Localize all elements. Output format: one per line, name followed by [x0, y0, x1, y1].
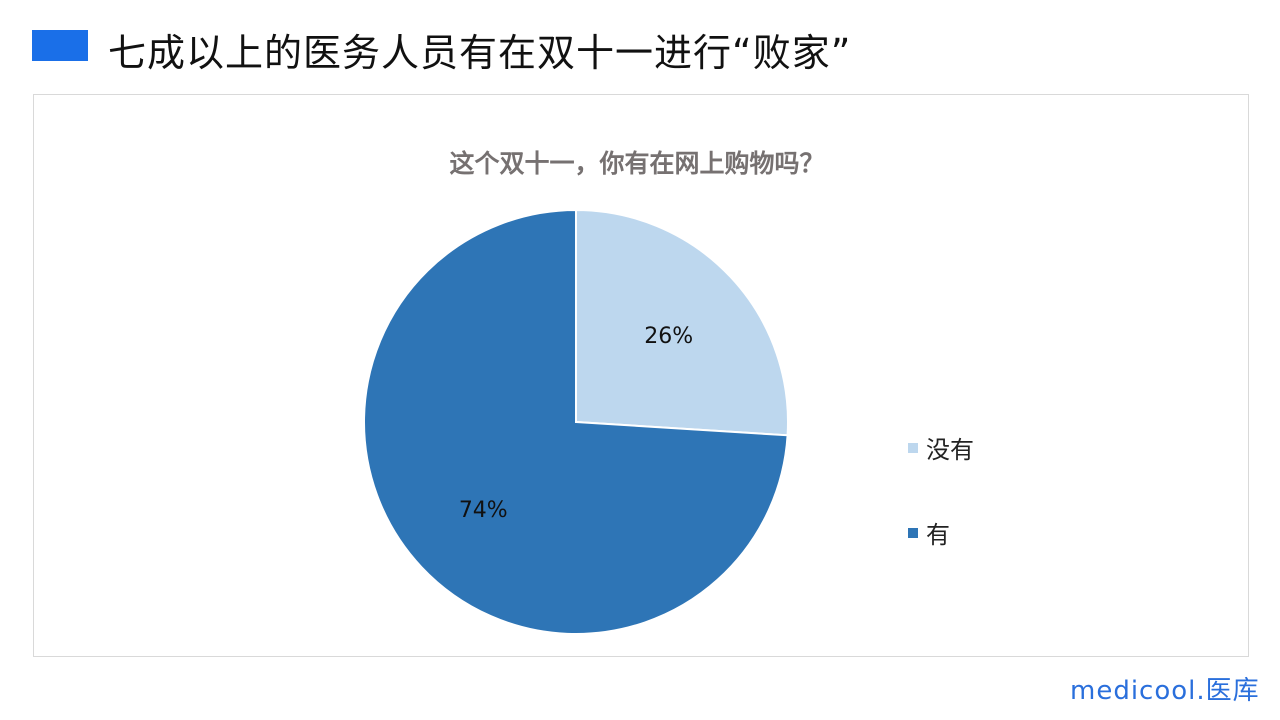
- chart-title: 这个双十一，你有在网上购物吗？: [449, 149, 825, 178]
- legend-label: 没有: [926, 436, 974, 464]
- legend-swatch: [908, 442, 918, 453]
- legend-item-1: 有: [908, 515, 950, 550]
- pie-slice-1: [363, 208, 789, 635]
- page-title: 七成以上的医务人员有在双十一进行“败家”: [108, 31, 852, 75]
- legend-item-0: 没有: [908, 430, 974, 465]
- data-label-0: 26%: [644, 324, 693, 349]
- pie-slice-0: [575, 208, 789, 437]
- medicool-logo: medicool.医库: [1070, 676, 1260, 706]
- legend-label: 有: [926, 521, 950, 549]
- chart-frame: [33, 94, 1249, 657]
- title-accent-bar: [32, 30, 88, 61]
- data-label-1: 74%: [459, 498, 508, 523]
- legend-swatch: [908, 527, 918, 538]
